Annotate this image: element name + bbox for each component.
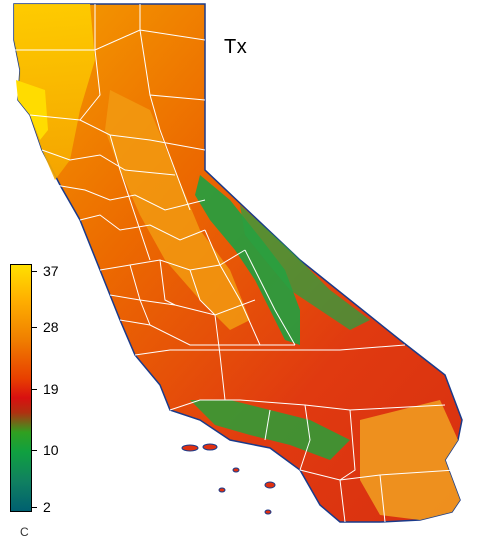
central-valley xyxy=(105,90,250,330)
legend-tick-label: 37 xyxy=(43,263,59,279)
legend-tick xyxy=(31,389,37,390)
eastern-sierra-green xyxy=(240,205,370,330)
legend-tick-label: 10 xyxy=(43,442,59,458)
sierra-nevada-cool-zone xyxy=(195,175,300,345)
legend-unit-label: C xyxy=(20,525,29,539)
southeast-desert-hot xyxy=(360,400,460,520)
island-5 xyxy=(218,487,226,493)
legend-tick xyxy=(31,507,37,508)
southern-mountains-cool xyxy=(190,400,350,460)
northwest-coast-yellow xyxy=(16,80,48,140)
island-4 xyxy=(264,481,276,489)
north-coast-hot-zone xyxy=(14,4,95,180)
island-3 xyxy=(232,467,240,473)
county-boundaries xyxy=(14,4,456,523)
color-scale-bar xyxy=(10,264,32,512)
legend-tick-label: 19 xyxy=(43,381,59,397)
legend-tick xyxy=(31,450,37,451)
legend-tick xyxy=(31,327,37,328)
map-title: Tx xyxy=(224,36,248,58)
legend-tick-label: 2 xyxy=(43,499,51,515)
island-6 xyxy=(264,509,272,515)
legend-tick xyxy=(31,271,37,272)
island-1 xyxy=(181,444,199,452)
island-2 xyxy=(202,443,218,451)
legend-tick-label: 28 xyxy=(43,319,59,335)
